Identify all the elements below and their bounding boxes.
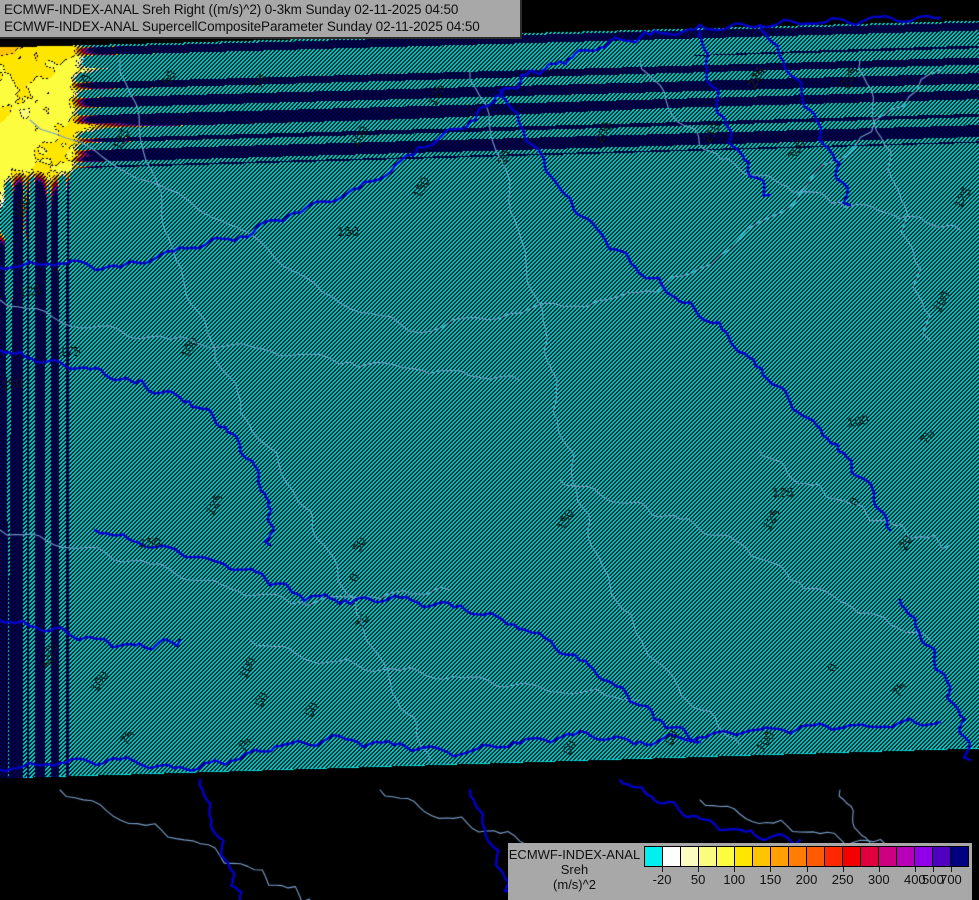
colorbar-swatch-1 <box>663 847 681 866</box>
colorbar-swatch-14 <box>897 847 915 866</box>
legend-text-block: ECMWF-INDEX-ANAL Sreh (m/s)^2 <box>508 843 641 892</box>
colorbar-tick-7 <box>914 867 916 872</box>
colorbar-swatch-11 <box>843 847 861 866</box>
colorbar-swatch-5 <box>735 847 753 866</box>
map-title-line-2: ECMWF-INDEX-ANAL SupercellCompositeParam… <box>4 19 480 34</box>
colorbar-swatch-9 <box>807 847 825 866</box>
colorbar-tick-6 <box>878 867 880 872</box>
colorbar-tick-5 <box>842 867 844 872</box>
colorbar-tick-0 <box>662 867 664 872</box>
colorbar-swatch-0 <box>645 847 663 866</box>
legend-units-label: (m/s)^2 <box>553 877 596 892</box>
colorbar-swatch-16 <box>933 847 951 866</box>
colorbar-tick-label-4: 200 <box>795 872 818 887</box>
colorbar-tick-label-5: 250 <box>831 872 854 887</box>
legend-model-label: ECMWF-INDEX-ANAL <box>508 847 641 862</box>
colorbar-tick-label-7: 400 <box>903 872 926 887</box>
colorbar-swatch-6 <box>753 847 771 866</box>
colorbar-tick-label-2: 100 <box>723 872 746 887</box>
colorbar-tick-label-3: 150 <box>759 872 782 887</box>
colorbar-legend-panel: ECMWF-INDEX-ANAL Sreh (m/s)^2 -20 50 100 15… <box>508 843 972 900</box>
map-title-box: ECMWF-INDEX-ANAL Sreh Right ((m/s)^2) 0-… <box>0 0 522 39</box>
colorbar-tick-label-9: 700 <box>940 872 962 887</box>
colorbar-tick-2 <box>734 867 736 872</box>
colorbar-tick-label-0: -20 <box>652 872 672 887</box>
colorbar-swatch-10 <box>825 847 843 866</box>
colorbar-swatch-13 <box>879 847 897 866</box>
colorbar-tick-1 <box>698 867 700 872</box>
colorbar-swatch-4 <box>717 847 735 866</box>
colorbar-swatch-15 <box>915 847 933 866</box>
colorbar-swatch-8 <box>789 847 807 866</box>
colorbar-tickmarks <box>644 867 969 872</box>
map-title-line-1: ECMWF-INDEX-ANAL Sreh Right ((m/s)^2) 0-… <box>4 2 459 17</box>
colorbar-tick-label-6: 300 <box>867 872 890 887</box>
colorbar-tick-4 <box>806 867 808 872</box>
colorbar-tick-9 <box>950 867 952 872</box>
colorbar[interactable] <box>644 846 969 867</box>
colorbar-swatch-12 <box>861 847 879 866</box>
colorbar-tick-8 <box>932 867 934 872</box>
colorbar-tick-3 <box>770 867 772 872</box>
legend-scale: -20 50 100 150 200 250 300 400 500 700 <box>644 846 969 888</box>
colorbar-swatch-17 <box>951 847 968 866</box>
colorbar-tick-label-8: 500 <box>922 872 944 887</box>
legend-field-label: Sreh <box>560 862 589 877</box>
colorbar-swatch-7 <box>771 847 789 866</box>
colorbar-swatch-2 <box>681 847 699 866</box>
colorbar-swatch-3 <box>699 847 717 866</box>
colorbar-tick-label-1: 50 <box>690 872 706 887</box>
colorbar-tick-labels: -20 50 100 150 200 250 300 400 500 700 <box>644 872 969 888</box>
